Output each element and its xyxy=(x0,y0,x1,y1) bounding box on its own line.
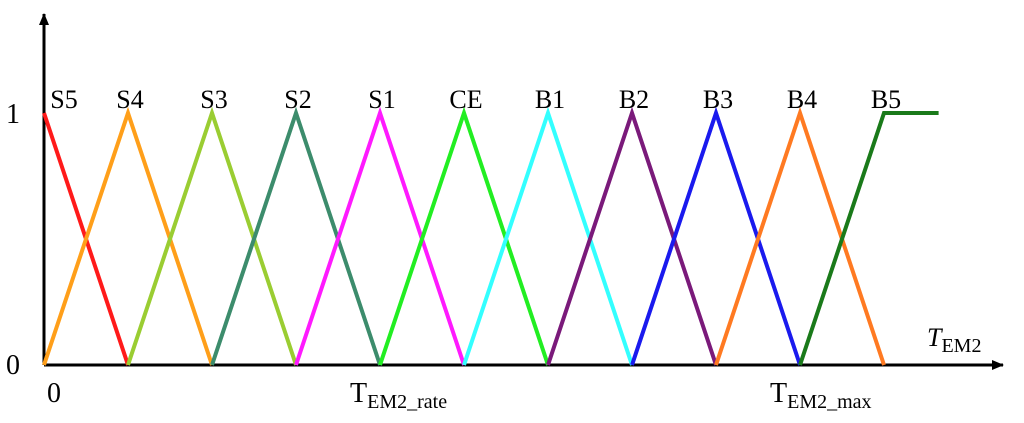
series-line-s3 xyxy=(126,106,298,366)
x-tick-label-em2-rate: TEM2_rate xyxy=(350,378,447,413)
series-line-b4 xyxy=(714,106,886,366)
y-tick-label-0: 0 xyxy=(6,350,20,381)
series-line-b1 xyxy=(462,106,634,366)
series-label-s2: S2 xyxy=(284,85,311,114)
series-label-s5: S5 xyxy=(50,85,77,114)
series-line-s2 xyxy=(210,106,382,366)
series-label-b5: B5 xyxy=(871,85,901,114)
series-line-b2 xyxy=(546,106,718,366)
series-label-b2: B2 xyxy=(619,85,649,114)
y-tick-label-1: 1 xyxy=(6,99,20,130)
series-label-s3: S3 xyxy=(200,85,227,114)
x-tick-label-em2-max: TEM2_max xyxy=(770,378,872,413)
x-axis-label: TEM2 xyxy=(927,323,981,357)
series-label-s1: S1 xyxy=(368,85,395,114)
series-line-s4 xyxy=(42,106,214,366)
series-line-s1 xyxy=(294,106,466,366)
series-label-ce: CE xyxy=(449,85,482,114)
series-label-b4: B4 xyxy=(787,85,817,114)
series-line-b3 xyxy=(630,106,802,366)
x-tick-label-zero: 0 xyxy=(47,378,61,409)
series-label-b1: B1 xyxy=(535,85,565,114)
series-line-ce xyxy=(378,106,550,366)
series-line-b5 xyxy=(798,111,939,366)
series-label-b3: B3 xyxy=(703,85,733,114)
series-label-s4: S4 xyxy=(116,85,143,114)
